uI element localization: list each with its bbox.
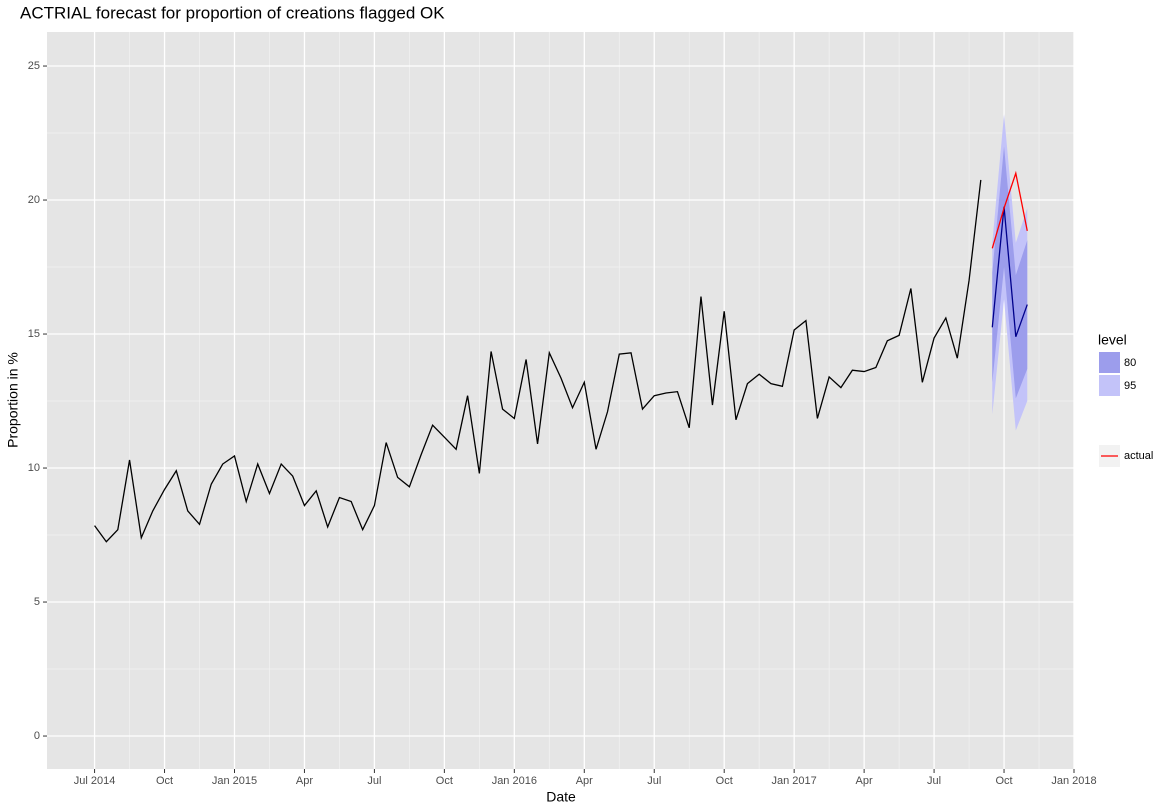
legend: level 80 95 actual	[1098, 332, 1153, 467]
y-axis-title: Proportion in %	[5, 352, 21, 448]
labels: 0 5 10 15 20 25 Jul 2014 Oct Jan 2015 Apr Jul Oct Ja…	[28, 60, 1097, 787]
forecast-line	[991, 206, 1028, 337]
x-tick-label: Apr	[296, 775, 313, 787]
x-tick-label: Jan 2015	[212, 775, 257, 787]
x-tick-label: Jul 2014	[74, 775, 116, 787]
legend-label: 80	[1124, 357, 1136, 369]
x-tick-label: Oct	[436, 775, 453, 787]
legend-label: actual	[1124, 450, 1153, 462]
x-tick-label: Jan 2017	[772, 775, 817, 787]
x-tick-label: Apr	[856, 775, 873, 787]
x-tick-label: Jul	[367, 775, 381, 787]
legend-title: level	[1098, 332, 1127, 348]
y-tick-label: 25	[28, 60, 40, 72]
x-tick-label: Jan 2018	[1051, 775, 1096, 787]
marks	[94, 114, 1028, 543]
x-tick-label: Oct	[716, 775, 733, 787]
y-tick-label: 20	[28, 194, 40, 206]
x-axis-title: Date	[546, 789, 576, 805]
x-tick-label: Jan 2016	[492, 775, 537, 787]
chart-title: ACTRIAL forecast for proportion of creat…	[20, 3, 445, 22]
legend-label: 95	[1124, 380, 1136, 392]
x-tick-label: Oct	[156, 775, 173, 787]
x-tick-label: Jul	[927, 775, 941, 787]
y-tick-label: 15	[28, 328, 40, 340]
y-tick-label: 10	[28, 462, 40, 474]
x-tick-label: Oct	[995, 775, 1012, 787]
history-line	[94, 179, 982, 543]
legend-key	[1099, 375, 1120, 396]
grid	[47, 32, 1075, 769]
actual-line	[991, 170, 1028, 249]
y-tick-label: 0	[34, 730, 40, 742]
panel-background	[47, 32, 1074, 769]
x-tick-label: Apr	[576, 775, 593, 787]
y-tick-label: 5	[34, 596, 40, 608]
legend-key	[1099, 352, 1120, 373]
x-tick-label: Jul	[647, 775, 661, 787]
